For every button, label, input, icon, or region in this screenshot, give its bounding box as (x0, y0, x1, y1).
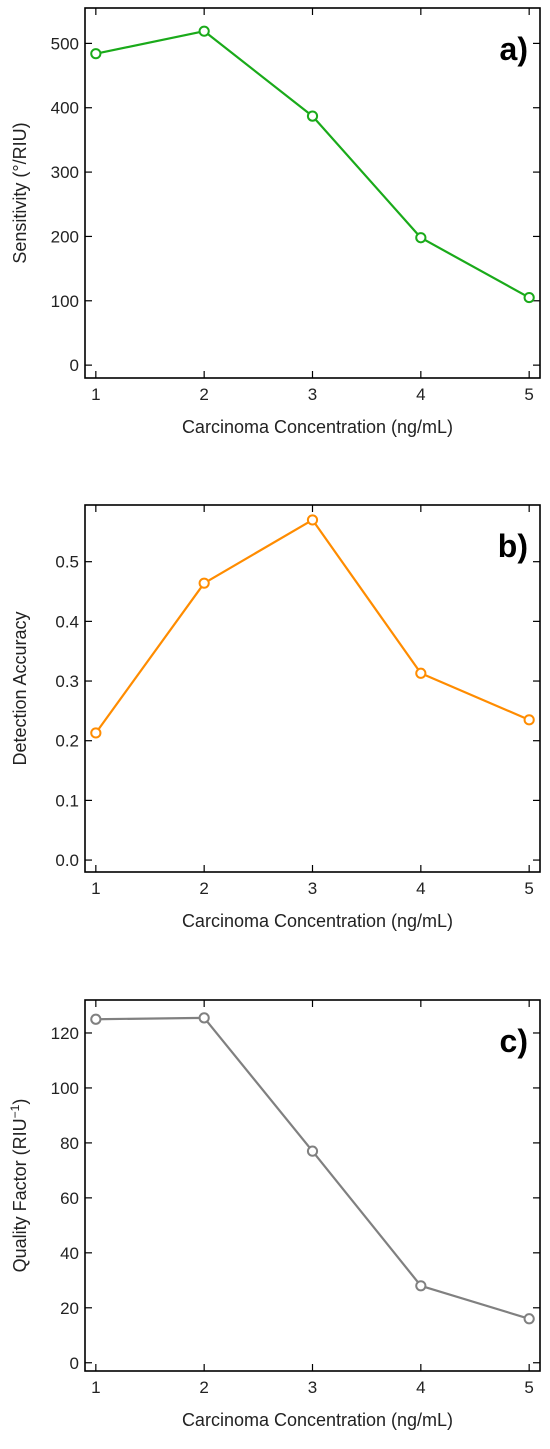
chart-panel-2: 1 2 3 4 5 0.0 0.1 0.2 0.3 0.4 0.5 Carcinoma Concent… (10, 504, 541, 931)
data-point (523, 714, 535, 726)
data-point (90, 48, 102, 60)
y-tick-label: 0.1 (55, 791, 79, 810)
data-point (415, 1280, 427, 1292)
data-point (306, 110, 319, 122)
data-point (90, 727, 102, 739)
y-tick-label: 0.4 (55, 612, 79, 631)
y-tick-label: 60 (60, 1189, 79, 1208)
chart-panel-3: 1 2 3 4 5 0 20 40 60 80 100 120 Carcinoma Concentrat… (8, 999, 541, 1430)
data-point (523, 291, 535, 304)
plot-frame (84, 7, 541, 379)
x-tick-label: 4 (416, 385, 425, 404)
data-point (306, 1145, 319, 1157)
x-axis-title: Carcinoma Concentration (ng/mL) (182, 911, 453, 931)
data-point (198, 25, 210, 37)
x-tick-label: 1 (91, 1378, 100, 1397)
y-tick-label: 20 (60, 1299, 79, 1318)
data-point (198, 577, 210, 589)
series-line (94, 518, 530, 734)
y-axis-title: Detection Accuracy (10, 611, 30, 765)
x-tick-label: 4 (416, 1378, 425, 1397)
panel-label: a) (500, 31, 528, 67)
series-line (95, 30, 530, 299)
panel-label: c) (500, 1023, 528, 1059)
y-tick-label: 100 (51, 1079, 79, 1098)
plot-frame (84, 999, 541, 1372)
y-tick-label: 0.2 (55, 732, 79, 751)
x-axis-title: Carcinoma Concentration (ng/mL) (182, 1410, 453, 1430)
data-point (415, 232, 427, 244)
y-tick-label: 200 (51, 227, 79, 246)
x-tick-label: 2 (199, 385, 208, 404)
y-axis-title: Quality Factor (RIU−1) (8, 1099, 30, 1273)
y-axis-title-end: ) (10, 1099, 30, 1105)
x-axis-title: Carcinoma Concentration (ng/mL) (182, 417, 453, 437)
y-tick-label: 80 (60, 1134, 79, 1153)
data-point (198, 1012, 210, 1024)
plot-frame (84, 504, 541, 873)
y-tick-label: 500 (51, 34, 79, 53)
y-tick-label: 0.3 (55, 672, 79, 691)
series-line (95, 1016, 530, 1320)
y-tick-label: 40 (60, 1244, 79, 1263)
chart-panel-1: 1 2 3 4 5 0 100 200 300 400 500 Carcinoma Concentra… (10, 7, 541, 437)
y-axis-title: Sensitivity (°/RIU) (10, 122, 30, 263)
y-tick-label: 0.5 (55, 553, 79, 572)
x-tick-label: 5 (524, 1378, 533, 1397)
x-tick-label: 3 (308, 879, 317, 898)
x-tick-label: 4 (416, 879, 425, 898)
data-point (90, 1013, 102, 1025)
x-tick-label: 2 (199, 879, 208, 898)
y-tick-label: 400 (51, 99, 79, 118)
x-tick-label: 5 (524, 879, 533, 898)
data-point (306, 514, 319, 526)
y-axis-title-superscript: −1 (8, 1104, 22, 1118)
y-axis-title-text: Sensitivity (°/RIU) (10, 122, 30, 263)
x-tick-label: 3 (308, 385, 317, 404)
y-tick-label: 100 (51, 292, 79, 311)
data-point (523, 1313, 535, 1325)
y-tick-label: 0 (70, 356, 79, 375)
data-point (415, 667, 427, 679)
panel-label: b) (498, 528, 528, 564)
y-axis-title-text: Detection Accuracy (10, 611, 30, 765)
y-axis-title-text: Quality Factor (RIU (10, 1118, 30, 1272)
y-tick-label: 120 (51, 1024, 79, 1043)
x-tick-label: 2 (199, 1378, 208, 1397)
y-tick-label: 0 (70, 1354, 79, 1373)
y-tick-label: 0.0 (55, 851, 79, 870)
x-tick-label: 1 (91, 385, 100, 404)
x-tick-label: 5 (524, 385, 533, 404)
x-tick-label: 3 (308, 1378, 317, 1397)
x-tick-label: 1 (91, 879, 100, 898)
y-tick-label: 300 (51, 163, 79, 182)
